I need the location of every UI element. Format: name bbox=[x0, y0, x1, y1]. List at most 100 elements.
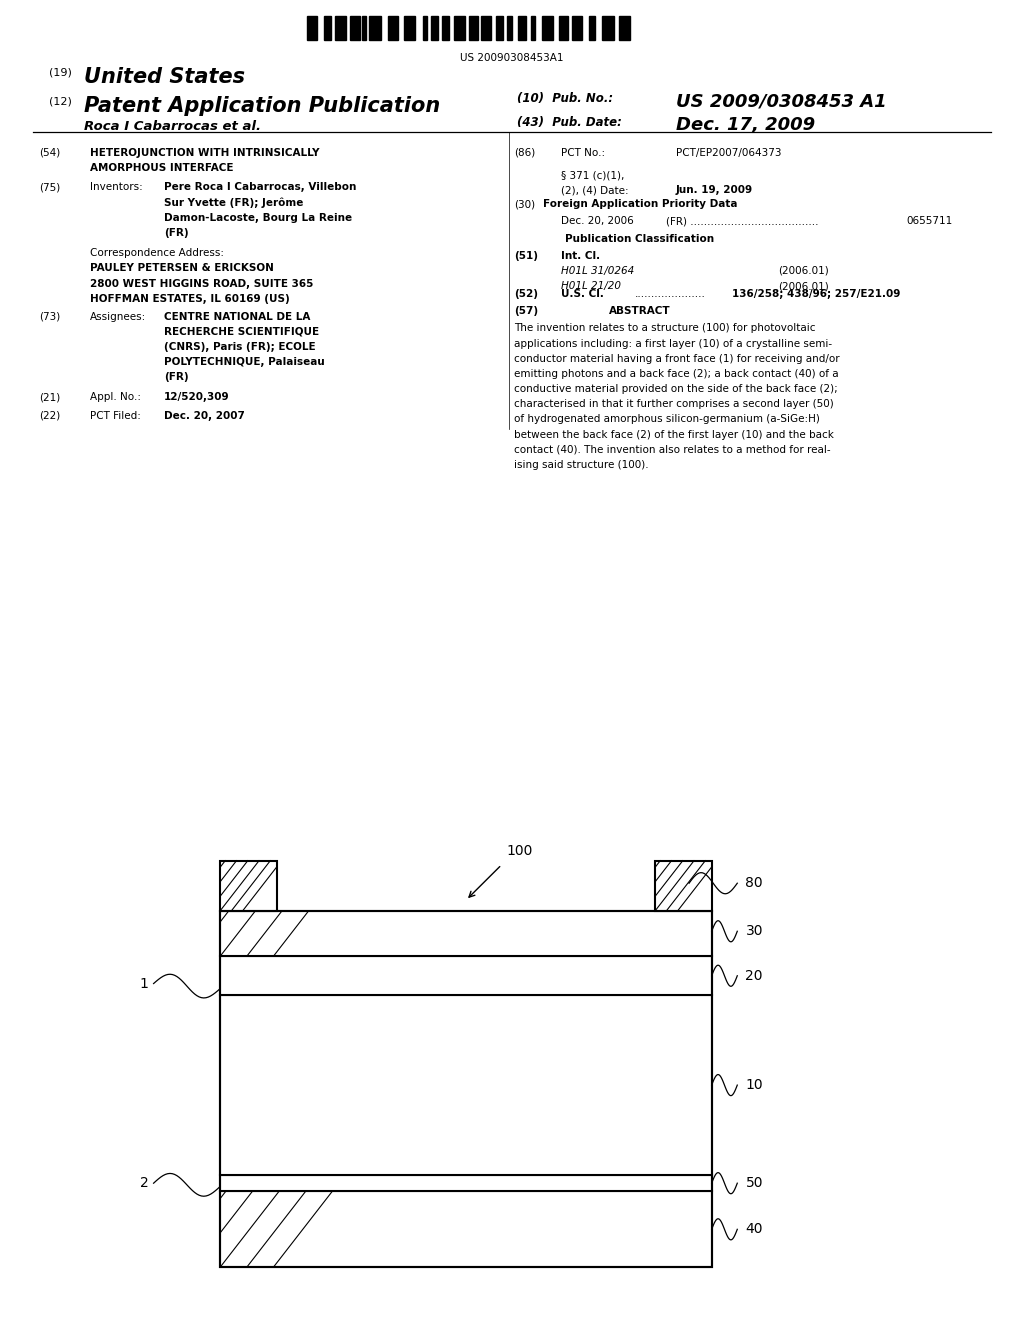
Text: Correspondence Address:: Correspondence Address: bbox=[90, 248, 224, 259]
Text: H01L 21/20: H01L 21/20 bbox=[561, 281, 622, 292]
Bar bbox=[387, 16, 397, 40]
Text: (51): (51) bbox=[514, 251, 538, 261]
Text: (10)  Pub. No.:: (10) Pub. No.: bbox=[517, 92, 613, 106]
Text: 100: 100 bbox=[507, 843, 534, 858]
Text: PAULEY PETERSEN & ERICKSON: PAULEY PETERSEN & ERICKSON bbox=[90, 263, 274, 273]
Text: CENTRE NATIONAL DE LA: CENTRE NATIONAL DE LA bbox=[164, 312, 310, 322]
Text: The invention relates to a structure (100) for photovoltaic: The invention relates to a structure (10… bbox=[514, 323, 815, 334]
Text: Foreign Application Priority Data: Foreign Application Priority Data bbox=[543, 199, 737, 210]
Text: (2), (4) Date:: (2), (4) Date: bbox=[561, 186, 629, 195]
Text: 50: 50 bbox=[745, 1176, 763, 1191]
Text: 2: 2 bbox=[139, 1176, 148, 1191]
Bar bbox=[307, 16, 317, 40]
Text: Dec. 20, 2006: Dec. 20, 2006 bbox=[561, 216, 634, 227]
Text: (30): (30) bbox=[514, 199, 536, 210]
Text: H01L 31/0264: H01L 31/0264 bbox=[561, 265, 635, 276]
Text: U.S. Cl.: U.S. Cl. bbox=[561, 289, 604, 300]
Text: Roca I Cabarrocas et al.: Roca I Cabarrocas et al. bbox=[84, 120, 261, 133]
Bar bbox=[220, 911, 712, 956]
Text: (2006.01): (2006.01) bbox=[778, 265, 829, 276]
Text: (75): (75) bbox=[39, 182, 60, 193]
Text: POLYTECHNIQUE, Palaiseau: POLYTECHNIQUE, Palaiseau bbox=[164, 356, 325, 367]
Text: conductor material having a front face (1) for receiving and/or: conductor material having a front face (… bbox=[514, 354, 840, 364]
Text: 20: 20 bbox=[745, 969, 763, 983]
Text: United States: United States bbox=[84, 67, 245, 87]
Text: Jun. 19, 2009: Jun. 19, 2009 bbox=[676, 186, 753, 195]
Bar bbox=[618, 16, 630, 40]
Bar bbox=[370, 16, 381, 40]
Text: (CNRS), Paris (FR); ECOLE: (CNRS), Paris (FR); ECOLE bbox=[164, 342, 315, 352]
Bar bbox=[518, 16, 526, 40]
Bar bbox=[469, 16, 477, 40]
Text: HETEROJUNCTION WITH INTRINSICALLY: HETEROJUNCTION WITH INTRINSICALLY bbox=[90, 148, 319, 158]
Bar bbox=[480, 16, 492, 40]
Text: (57): (57) bbox=[514, 306, 539, 317]
Bar bbox=[507, 16, 512, 40]
Text: Publication Classification: Publication Classification bbox=[565, 234, 715, 244]
Text: 10: 10 bbox=[745, 1078, 763, 1092]
Text: US 2009/0308453 A1: US 2009/0308453 A1 bbox=[676, 92, 887, 111]
Text: 1: 1 bbox=[139, 977, 148, 990]
Text: PCT Filed:: PCT Filed: bbox=[90, 411, 141, 421]
Text: (22): (22) bbox=[39, 411, 60, 421]
Text: Dec. 20, 2007: Dec. 20, 2007 bbox=[164, 411, 245, 421]
Text: (73): (73) bbox=[39, 312, 60, 322]
Text: AMORPHOUS INTERFACE: AMORPHOUS INTERFACE bbox=[90, 162, 233, 173]
Text: 80: 80 bbox=[745, 876, 763, 890]
Bar bbox=[602, 16, 614, 40]
Text: (86): (86) bbox=[514, 148, 536, 158]
Bar bbox=[542, 16, 553, 40]
Bar bbox=[431, 16, 438, 40]
Text: (FR): (FR) bbox=[164, 227, 188, 238]
Text: 2800 WEST HIGGINS ROAD, SUITE 365: 2800 WEST HIGGINS ROAD, SUITE 365 bbox=[90, 279, 313, 289]
Text: applications including: a first layer (10) of a crystalline semi-: applications including: a first layer (1… bbox=[514, 338, 833, 348]
Text: HOFFMAN ESTATES, IL 60169 (US): HOFFMAN ESTATES, IL 60169 (US) bbox=[90, 293, 290, 304]
Bar bbox=[220, 995, 712, 1175]
Text: (52): (52) bbox=[514, 289, 538, 300]
Text: US 20090308453A1: US 20090308453A1 bbox=[460, 53, 564, 63]
Bar bbox=[589, 16, 595, 40]
Bar bbox=[655, 861, 712, 911]
Bar bbox=[362, 16, 367, 40]
Text: of hydrogenated amorphous silicon-germanium (a-SiGe:H): of hydrogenated amorphous silicon-german… bbox=[514, 414, 820, 425]
Bar bbox=[220, 1192, 712, 1267]
Bar bbox=[220, 911, 712, 1267]
Bar bbox=[220, 956, 712, 995]
Text: Dec. 17, 2009: Dec. 17, 2009 bbox=[676, 116, 815, 135]
Bar bbox=[325, 16, 332, 40]
Bar bbox=[442, 16, 449, 40]
Text: conductive material provided on the side of the back face (2);: conductive material provided on the side… bbox=[514, 384, 838, 395]
Text: Assignees:: Assignees: bbox=[90, 312, 146, 322]
Text: (FR) ......................................: (FR) ...................................… bbox=[666, 216, 818, 227]
Text: Damon-Lacoste, Bourg La Reine: Damon-Lacoste, Bourg La Reine bbox=[164, 213, 352, 223]
Text: 12/520,309: 12/520,309 bbox=[164, 392, 229, 403]
Text: Patent Application Publication: Patent Application Publication bbox=[84, 96, 440, 116]
Text: Appl. No.:: Appl. No.: bbox=[90, 392, 141, 403]
Bar bbox=[559, 16, 567, 40]
Text: characterised in that it further comprises a second layer (50): characterised in that it further compris… bbox=[514, 399, 834, 409]
Text: PCT No.:: PCT No.: bbox=[561, 148, 605, 158]
Bar bbox=[571, 16, 582, 40]
Text: (21): (21) bbox=[39, 392, 60, 403]
Text: § 371 (c)(1),: § 371 (c)(1), bbox=[561, 170, 625, 181]
Bar bbox=[497, 16, 504, 40]
Text: Inventors:: Inventors: bbox=[90, 182, 143, 193]
Text: (12): (12) bbox=[49, 96, 72, 107]
Bar bbox=[423, 16, 427, 40]
Bar bbox=[220, 1175, 712, 1192]
Bar bbox=[350, 16, 360, 40]
Text: ABSTRACT: ABSTRACT bbox=[609, 306, 671, 317]
Text: RECHERCHE SCIENTIFIQUE: RECHERCHE SCIENTIFIQUE bbox=[164, 326, 318, 337]
Text: 30: 30 bbox=[745, 924, 763, 939]
Text: PCT/EP2007/064373: PCT/EP2007/064373 bbox=[676, 148, 781, 158]
Text: 0655711: 0655711 bbox=[906, 216, 952, 227]
Text: Pere Roca I Cabarrocas, Villebon: Pere Roca I Cabarrocas, Villebon bbox=[164, 182, 356, 193]
Bar bbox=[404, 16, 415, 40]
Bar bbox=[531, 16, 535, 40]
Text: between the back face (2) of the first layer (10) and the back: between the back face (2) of the first l… bbox=[514, 429, 834, 440]
Text: 40: 40 bbox=[745, 1222, 763, 1237]
Text: Sur Yvette (FR); Jerôme: Sur Yvette (FR); Jerôme bbox=[164, 197, 303, 207]
Text: contact (40). The invention also relates to a method for real-: contact (40). The invention also relates… bbox=[514, 445, 830, 455]
Text: Int. Cl.: Int. Cl. bbox=[561, 251, 600, 261]
Bar bbox=[335, 16, 345, 40]
